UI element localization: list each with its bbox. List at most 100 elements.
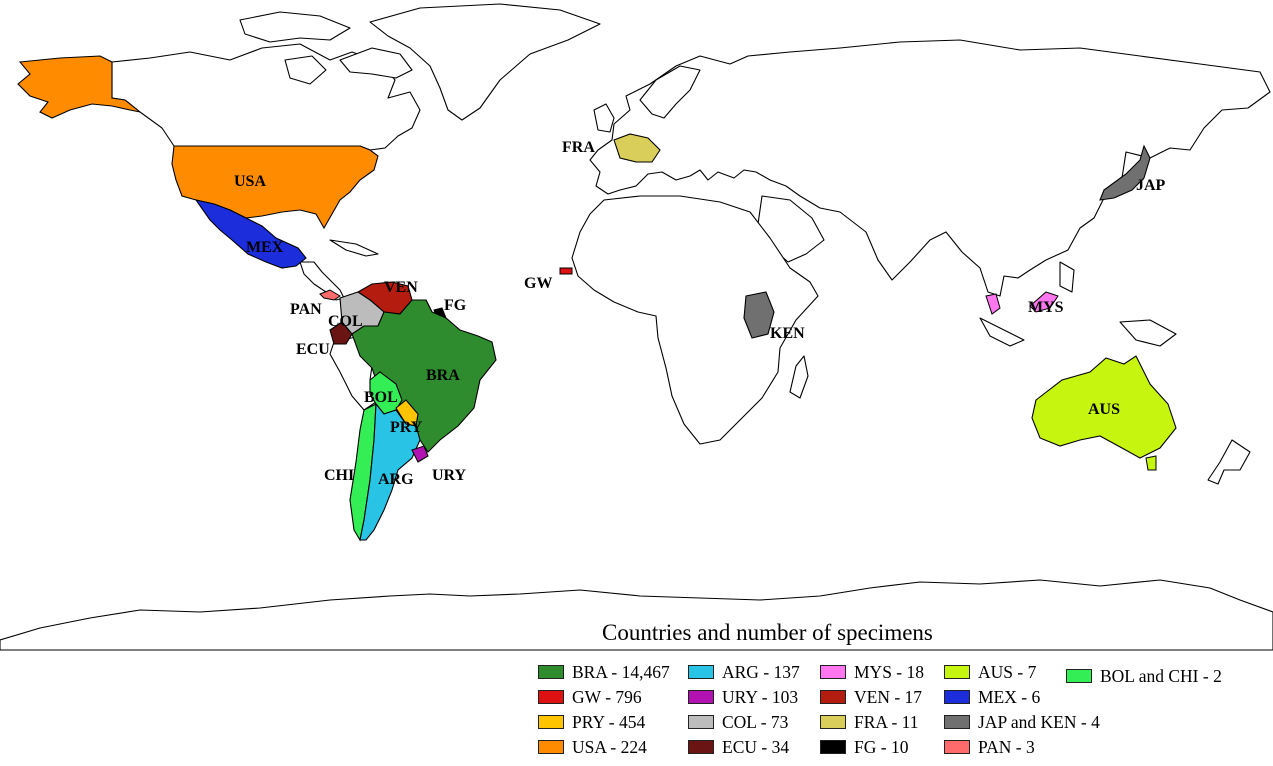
legend-item: BOL and CHI - 2 [1066,665,1222,687]
legend-item: PRY - 454 [538,711,645,733]
legend-label: ECU - 34 [722,736,790,757]
legend-label: MEX - 6 [978,686,1041,707]
map-label-ven: VEN [384,279,418,296]
legend-swatch [538,665,564,679]
malaysia-peninsula [985,293,1001,315]
map-label-mex: MEX [246,239,284,256]
legend-item: GW - 796 [538,686,642,708]
legend-label: AUS - 7 [978,661,1037,682]
legend: BRA - 14,467 GW - 796 PRY - 454 USA - 224 AR… [538,661,1268,765]
map-label-usa: USA [234,173,266,190]
map-label-fg: FG [444,297,467,314]
legend-label: MYS - 18 [854,661,925,682]
legend-item: ARG - 137 [688,661,800,683]
kenya [743,291,775,339]
canada-landmass [111,43,421,151]
legend-item: MYS - 18 [820,661,924,683]
map-label-pan: PAN [290,301,322,318]
map-label-aus: AUS [1088,401,1120,418]
ecuador [329,321,353,345]
map-label-ken: KEN [770,325,805,342]
uruguay [411,445,429,463]
africa [571,195,819,445]
legend-item: VEN - 17 [820,686,922,708]
legend-swatch [688,665,714,679]
legend-item: BRA - 14,467 [538,661,670,683]
legend-swatch [820,665,846,679]
scandinavia [639,65,701,119]
legend-item: ECU - 34 [688,736,789,758]
map-label-gw: GW [524,275,552,292]
indonesia-islands [979,317,1025,347]
legend-swatch [538,740,564,754]
legend-label: VEN - 17 [854,686,923,707]
argentina [359,402,421,541]
map-label-jap: JAP [1136,177,1166,194]
alaska [17,55,141,119]
map-label-pry: PRY [390,419,423,436]
france [613,133,661,163]
legend-swatch [820,715,846,729]
brazil [351,299,497,453]
legend-swatch [1066,669,1092,683]
legend-swatch [688,690,714,704]
legend-swatch [688,740,714,754]
antarctica [0,579,1273,651]
legend-item: COL - 73 [688,711,788,733]
legend-label: FRA - 11 [854,711,919,732]
new-zealand [1207,439,1251,485]
map-label-bol: BOL [364,389,398,406]
legend-swatch [944,715,970,729]
legend-swatch [944,740,970,754]
legend-label: COL - 73 [722,711,789,732]
arctic-islands [284,55,327,85]
map-label-mys: MYS [1028,299,1064,316]
legend-swatch [820,740,846,754]
legend-item: FG - 10 [820,736,908,758]
legend-item: USA - 224 [538,736,647,758]
map-label-arg: ARG [378,471,414,488]
japan [1099,144,1151,201]
legend-item: AUS - 7 [944,661,1036,683]
map-label-chi: CHI [324,467,354,484]
legend-label: PAN - 3 [978,736,1035,757]
legend-label: BOL and CHI - 2 [1100,665,1222,686]
legend-label: PRY - 454 [572,711,646,732]
eurasia [589,39,1271,297]
legend-item: JAP and KEN - 4 [944,711,1100,733]
map-label-bra: BRA [426,367,460,384]
legend-label: ARG - 137 [722,661,800,682]
map-label-ury: URY [432,467,467,484]
new-guinea [1119,319,1177,347]
guinea-bissau [559,267,573,275]
australia [1031,355,1177,459]
map-label-ecu: ECU [296,341,330,358]
legend-label: BRA - 14,467 [572,661,670,682]
map-label-col: COL [328,313,363,330]
cuba [329,239,379,257]
legend-swatch [538,715,564,729]
british-isles [593,103,615,133]
arctic-islands [239,11,351,43]
legend-swatch [688,715,714,729]
legend-item: FRA - 11 [820,711,919,733]
panama [319,289,341,301]
map-label-fra: FRA [562,139,595,156]
legend-swatch [944,690,970,704]
legend-title: Countries and number of specimens [602,620,933,645]
mexico [194,199,307,269]
baffin-island [339,47,413,79]
legend-label: JAP and KEN - 4 [978,711,1100,732]
legend-label: URY - 103 [722,686,799,707]
legend-label: USA - 224 [572,736,647,757]
legend-item: URY - 103 [688,686,798,708]
madagascar [789,355,809,399]
tasmania [1145,455,1157,471]
philippines [1059,261,1075,293]
legend-label: GW - 796 [572,686,642,707]
legend-item: MEX - 6 [944,686,1040,708]
legend-item: PAN - 3 [944,736,1035,758]
legend-label: FG - 10 [854,736,909,757]
legend-swatch [538,690,564,704]
